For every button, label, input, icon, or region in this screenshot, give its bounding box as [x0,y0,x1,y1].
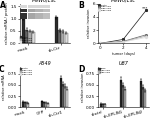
Bar [58,30,61,43]
Bar [122,85,124,107]
Title: MeWo/Esc: MeWo/Esc [32,0,57,2]
Bar [24,102,26,107]
shEPLIN3 [122,41,124,43]
Bar [124,89,126,107]
shEPLIN1 [99,43,101,44]
shEPLIN2 [99,43,101,44]
Bar [41,101,43,107]
Y-axis label: relative invasion: relative invasion [87,9,91,38]
Bar [61,31,64,43]
Bar [104,104,106,107]
Line: shEPLIN1: shEPLIN1 [99,34,147,44]
Bar [100,104,102,107]
Title: A549: A549 [38,61,51,66]
Title: MeWo/Esc: MeWo/Esc [111,0,136,2]
Line: shEPLIN3: shEPLIN3 [99,37,147,44]
Bar [65,33,68,43]
shEPLIN2 [122,41,124,42]
Line: shctrl: shctrl [99,9,147,44]
Bar [55,17,58,43]
Bar [66,89,68,107]
Bar [140,81,142,107]
Text: B: B [79,1,84,10]
Bar [62,84,64,107]
Text: C: C [0,65,4,74]
Bar [25,30,28,43]
Bar [28,103,29,107]
Bar [22,18,25,43]
Bar [64,86,66,107]
Bar [26,103,27,107]
Bar [47,103,49,107]
Bar [32,32,35,43]
Legend: shctrl, shEPLIN1, shEPLIN2, shEPLIN3: shctrl, shEPLIN1, shEPLIN2, shEPLIN3 [98,4,111,11]
Legend: shctrl, shEPLIN1, shEPLIN2, shEPLIN3: shctrl, shEPLIN1, shEPLIN2, shEPLIN3 [20,36,33,43]
X-axis label: tumor (days): tumor (days) [112,52,135,56]
Y-axis label: relative mRNA: relative mRNA [2,74,6,100]
Y-axis label: relative invasion: relative invasion [81,72,85,102]
Line: shEPLIN2: shEPLIN2 [99,35,147,44]
shEPLIN3 [99,43,101,44]
Y-axis label: relative mRNA / protein: relative mRNA / protein [5,3,9,44]
shEPLIN2 [145,35,147,37]
Text: A: A [0,1,6,10]
shctrl [122,39,124,40]
Legend: mock, shEPLIN1, shEPLIN2: mock, shEPLIN1, shEPLIN2 [98,68,111,73]
shctrl [145,10,147,11]
Text: D: D [79,65,85,74]
Bar [102,104,104,107]
Bar [144,90,146,107]
shEPLIN3 [145,37,147,38]
Bar [45,103,47,107]
Bar [60,78,62,107]
Text: ***: *** [142,6,148,10]
Legend: shctrl, shEPLIN1, shEPLIN2, shEPLIN3: shctrl, shEPLIN1, shEPLIN2, shEPLIN3 [20,68,33,75]
Bar [120,80,122,107]
Bar [43,102,45,107]
shEPLIN1 [145,34,147,35]
shEPLIN1 [122,41,124,42]
Bar [28,31,32,43]
shctrl [99,43,101,44]
Title: U87: U87 [118,61,128,66]
Bar [142,87,144,107]
Bar [22,102,24,107]
